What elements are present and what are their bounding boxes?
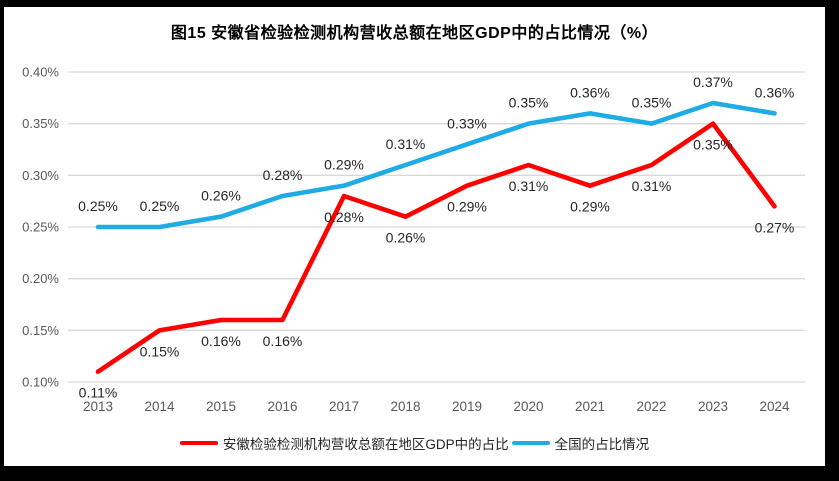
legend: 安徽检验检测机构营收总额在地区GDP中的占比 全国的占比情况 (4, 433, 825, 453)
x-tick-label: 2023 (698, 399, 728, 414)
data-label: 0.26% (386, 230, 426, 246)
data-label: 0.36% (570, 84, 610, 100)
y-tick-label: 0.35% (22, 116, 59, 131)
y-tick-label: 0.25% (22, 220, 59, 235)
series-line-national (95, 100, 777, 230)
x-tick-label: 2018 (390, 399, 420, 414)
legend-label-national: 全国的占比情况 (554, 437, 650, 452)
x-tick-label: 2020 (513, 399, 543, 414)
y-tick-label: 0.10% (22, 375, 59, 390)
data-label: 0.29% (324, 157, 364, 173)
data-label: 0.31% (632, 178, 672, 194)
x-tick-label: 2014 (144, 399, 175, 414)
data-label: 0.35% (632, 95, 672, 111)
y-tick-label: 0.20% (22, 271, 59, 286)
legend-item-anhui: 安徽检验检测机构营收总额在地区GDP中的占比 (179, 433, 509, 453)
y-tick-label: 0.30% (22, 168, 59, 183)
data-label: 0.25% (140, 198, 180, 214)
legend-item-national: 全国的占比情况 (511, 433, 650, 453)
data-label: 0.16% (263, 333, 303, 349)
x-tick-label: 2015 (206, 399, 236, 414)
chart-title: 图15 安徽省检验检测机构营收总额在地区GDP中的占比情况（%） (170, 25, 659, 42)
legend-swatch-anhui-line (179, 441, 218, 445)
data-label: 0.29% (447, 199, 487, 215)
x-tick-label: 2016 (267, 399, 297, 414)
data-label: 0.28% (263, 167, 303, 183)
data-label: 0.29% (570, 199, 610, 215)
x-tick-label: 2024 (759, 399, 790, 414)
y-tick-label: 0.40% (22, 65, 59, 80)
series-line-anhui (95, 121, 777, 374)
x-tick-label: 2019 (452, 399, 482, 414)
data-label: 0.31% (509, 178, 549, 194)
data-label: 0.16% (201, 333, 241, 349)
data-label: 0.15% (140, 343, 180, 359)
x-tick-label: 2021 (575, 399, 605, 414)
y-tick-label: 0.15% (22, 323, 59, 338)
legend-label-anhui: 安徽检验检测机构营收总额在地区GDP中的占比 (222, 437, 509, 452)
data-label: 0.11% (79, 385, 118, 401)
data-label: 0.33% (447, 115, 487, 131)
data-label: 0.35% (693, 137, 733, 153)
x-tick-label: 2022 (636, 399, 666, 414)
data-label: 0.36% (755, 84, 795, 100)
chart-surface: 0.40% 0.35% 0.30% 0.25% 0.20% 0.15% 0.10% 2013 2… (4, 7, 825, 466)
data-label: 0.25% (78, 198, 118, 214)
data-label: 0.37% (693, 74, 733, 90)
data-label: 0.26% (201, 188, 241, 204)
x-tick-label: 2017 (329, 399, 359, 414)
x-tick-label: 2013 (83, 399, 113, 414)
plot-svg: 0.40% 0.35% 0.30% 0.25% 0.20% 0.15% 0.10% 2013 2… (22, 65, 805, 414)
data-label: 0.35% (509, 95, 549, 111)
data-label: 0.31% (386, 136, 426, 152)
data-label: 0.27% (755, 219, 795, 235)
data-label: 0.28% (324, 209, 364, 225)
legend-swatch-national-line (511, 441, 550, 445)
